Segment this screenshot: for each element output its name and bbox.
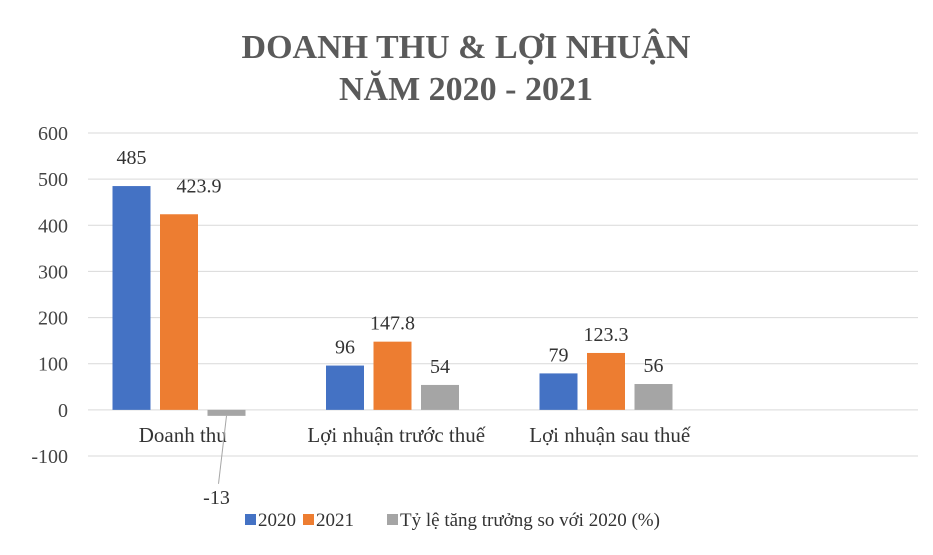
chart-title-line-1: DOANH THU & LỢI NHUẬN xyxy=(242,28,691,66)
y-axis-ticks: 600 500 400 300 200 100 0 -100 xyxy=(31,123,68,468)
category-label: Doanh thu xyxy=(139,423,228,447)
bar-2020 xyxy=(112,186,151,410)
legend-swatch-growth xyxy=(387,514,398,525)
bar-growth xyxy=(207,409,246,416)
bar-2021 xyxy=(160,214,198,410)
legend-label-growth: Tỷ lệ tăng trưởng so với 2020 (%) xyxy=(400,510,660,531)
data-label: -13 xyxy=(203,487,230,509)
x-axis-categories: Doanh thu Lợi nhuận trước thuế Lợi nhuận s… xyxy=(139,423,691,447)
y-tick-label: 0 xyxy=(58,400,68,422)
y-tick-label: 100 xyxy=(38,354,68,376)
category-label: Lợi nhuận trước thuế xyxy=(307,423,485,447)
data-labels: 485 423.9 -13 96 147.8 54 79 123.3 56 xyxy=(117,147,664,509)
y-tick-label: 600 xyxy=(38,123,68,145)
bar-growth xyxy=(634,384,673,410)
bar-growth xyxy=(421,384,459,410)
data-label: 485 xyxy=(117,147,147,169)
bars xyxy=(112,186,673,416)
chart-title-line-2: NĂM 2020 - 2021 xyxy=(339,70,593,108)
bar-2020 xyxy=(539,373,578,410)
y-tick-label: -100 xyxy=(31,446,68,468)
data-label: 79 xyxy=(549,344,569,366)
legend-swatch-2020 xyxy=(245,514,256,525)
y-tick-label: 500 xyxy=(38,169,68,191)
bar-2020 xyxy=(326,365,364,410)
data-label-leader-line xyxy=(218,415,227,484)
category-label: Lợi nhuận sau thuế xyxy=(529,423,691,447)
legend-label-2021: 2021 xyxy=(316,510,354,531)
y-tick-label: 200 xyxy=(38,308,68,330)
data-label: 423.9 xyxy=(177,175,222,197)
data-label: 56 xyxy=(644,355,664,377)
legend: 2020 2021 Tỷ lệ tăng trưởng so với 2020 (%… xyxy=(245,510,660,531)
data-label: 96 xyxy=(335,337,355,359)
y-tick-label: 400 xyxy=(38,215,68,237)
legend-swatch-2021 xyxy=(303,514,314,525)
data-label: 123.3 xyxy=(584,324,629,346)
data-label: 54 xyxy=(430,356,450,378)
bar-2021 xyxy=(373,341,412,410)
bar-2021 xyxy=(587,352,625,410)
legend-label-2020: 2020 xyxy=(258,510,296,531)
y-tick-label: 300 xyxy=(38,261,68,283)
data-label: 147.8 xyxy=(370,313,415,335)
